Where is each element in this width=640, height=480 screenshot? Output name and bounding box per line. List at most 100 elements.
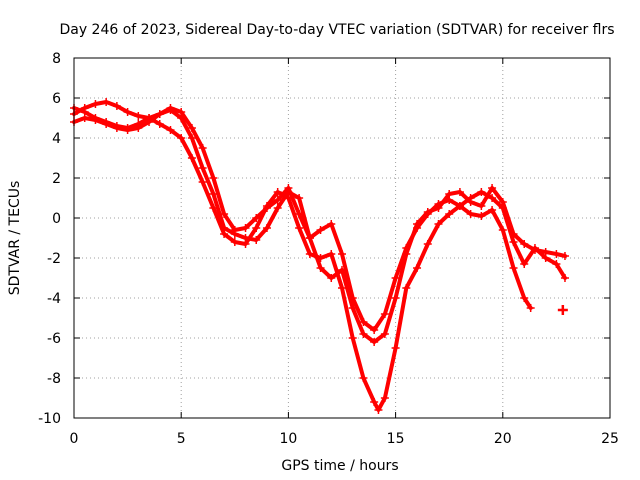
data-point [187,134,196,142]
data-point [252,236,261,244]
data-point [80,108,89,116]
x-tick-labels: 0 5 10 15 20 25 [70,431,619,447]
data-point [230,230,239,238]
data-point [91,114,100,122]
data-point [509,264,518,272]
y-tick-label: 2 [52,171,61,187]
y-tick-labels: 8 6 4 2 0 -2 -4 -6 -8 -10 [38,51,61,427]
data-point [112,102,121,110]
data-point [498,226,507,234]
data-point [134,112,143,120]
x-tick-label: 0 [70,431,79,447]
data-point [391,344,400,352]
data-point [123,124,132,132]
data-point [530,246,539,254]
data-point [557,305,568,315]
data-point [198,178,207,186]
y-tick-label: 8 [52,51,61,67]
data-point [305,250,314,258]
data-point [477,202,486,210]
y-tick-label: 0 [52,211,61,227]
data-point [198,144,207,152]
data-point [359,374,368,382]
data-point [177,134,186,142]
data-point [498,198,507,206]
data-point [380,394,389,402]
data-point [230,238,239,246]
data-point [423,208,432,216]
data-point [455,188,464,196]
data-point [209,174,218,182]
data-point [177,114,186,122]
y-tick-label: -8 [47,371,61,387]
axis-ticks [73,57,611,419]
data-point [526,304,535,312]
chart-title: Day 246 of 2023, Sidereal Day-to-day VTE… [59,22,614,38]
data-point [423,240,432,248]
data-point [552,260,561,268]
data-point [552,250,561,258]
data-point [220,224,229,232]
data-point [166,106,175,114]
data-point [370,338,379,346]
data-point [488,194,497,202]
data-point [273,204,282,212]
data-point [445,190,454,198]
data-point [509,230,518,238]
data-point [488,206,497,214]
data-point [241,234,250,242]
data-point [370,398,379,406]
x-tick-label: 5 [177,431,186,447]
data-point [316,264,325,272]
data-point [209,190,218,198]
y-tick-label: 4 [52,131,61,147]
data-point [348,304,357,312]
data-point [252,224,261,232]
data-point [520,260,529,268]
data-point [262,224,271,232]
data-point [541,248,550,256]
data-point [402,284,411,292]
y-tick-label: -2 [47,251,61,267]
data-point [380,330,389,338]
data-point [262,204,271,212]
data-point [112,122,121,130]
data-point [252,214,261,222]
plot-frame [73,57,611,419]
x-tick-label: 10 [279,431,297,447]
data-point [359,318,368,326]
data-point [295,194,304,202]
data-point [102,118,111,126]
data-point [413,220,422,228]
data-point [413,264,422,272]
data-point [359,330,368,338]
data-point [560,252,569,260]
data-point [445,210,454,218]
data-point [520,240,529,248]
data-point [455,202,464,210]
data-point [305,234,314,242]
data-point [380,310,389,318]
data-point [327,220,336,228]
data-point [338,266,346,274]
data-point [273,196,282,204]
data-point [560,274,569,282]
x-tick-label: 20 [494,431,512,447]
data-point [477,188,486,196]
series-line-track-b [72,106,533,332]
data-point [187,124,196,132]
data-point [327,274,336,282]
series-line-track-a [72,100,567,412]
x-tick-label: 25 [601,431,619,447]
data-point [187,154,196,162]
data-point [273,188,282,196]
data-point [123,108,132,116]
data-point [316,226,325,234]
y-tick-label: -4 [47,291,61,307]
data-point [241,224,250,232]
data-point [391,294,400,302]
data-point [520,294,529,302]
data-point [370,326,379,334]
data-point [374,406,383,414]
